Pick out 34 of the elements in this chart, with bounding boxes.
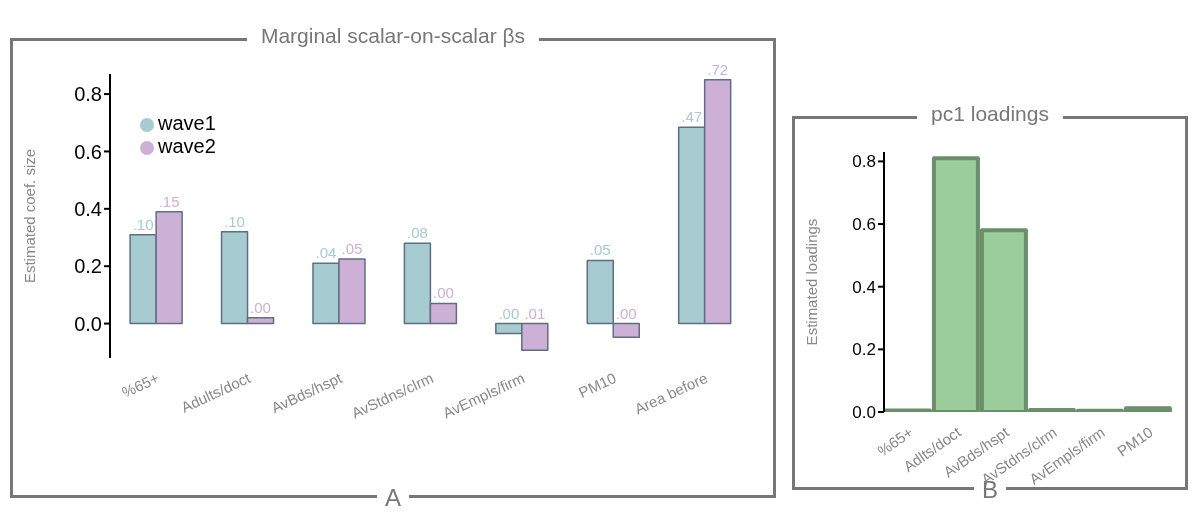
x-tick-label: PM10 xyxy=(575,368,619,401)
legend-label: wave1 xyxy=(158,112,216,134)
y-axis-title: Estimated coef. size xyxy=(21,148,39,284)
y-tick-label: 0.8 xyxy=(852,152,876,172)
y-tick-label: 0.0 xyxy=(852,403,876,423)
text: A xyxy=(376,484,409,511)
annotation: .00 xyxy=(498,304,520,322)
y-tick-label: 0.0 xyxy=(74,312,102,335)
annotation: .05 xyxy=(341,240,363,258)
chart-title: pc1 loadings xyxy=(917,102,1063,125)
y-axis-title: Estimated loadings xyxy=(803,218,821,346)
y-tick-label: 0.6 xyxy=(74,140,102,163)
annotation: .10 xyxy=(224,212,245,230)
y-tick-label: 0.2 xyxy=(852,340,876,360)
legend-label: wave2 xyxy=(158,135,216,157)
annotation: .15 xyxy=(158,192,180,210)
x-tick-label: %65+ xyxy=(119,368,162,401)
y-tick-label: 0.4 xyxy=(852,277,876,297)
annotation: .47 xyxy=(681,108,703,126)
annotation: .01 xyxy=(524,304,546,322)
y-tick-label: 0.2 xyxy=(74,255,102,278)
y-tick-label: 0.8 xyxy=(74,83,102,106)
annotation: .05 xyxy=(589,241,611,259)
chart-title: Marginal scalar-on-scalar βs xyxy=(246,24,540,47)
y-tick-label: 0.4 xyxy=(74,197,102,220)
annotation: .00 xyxy=(615,304,637,322)
annotation: .00 xyxy=(432,284,454,302)
annotation: .00 xyxy=(250,298,271,316)
annotation: .04 xyxy=(315,244,337,262)
x-tick-label: Area before xyxy=(631,368,711,418)
annotation: .08 xyxy=(406,224,428,242)
y-tick-label: 0.6 xyxy=(852,215,876,235)
annotation: .72 xyxy=(707,60,729,78)
annotation: .10 xyxy=(132,215,154,233)
